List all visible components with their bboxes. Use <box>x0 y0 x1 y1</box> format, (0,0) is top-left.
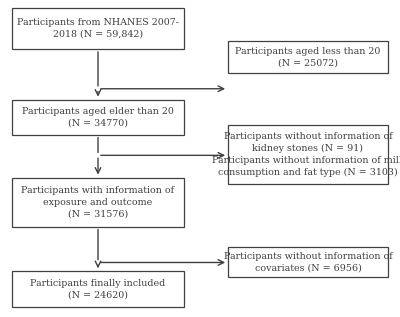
FancyBboxPatch shape <box>12 178 184 227</box>
FancyBboxPatch shape <box>12 271 184 307</box>
Text: Participants aged less than 20
(N = 25072): Participants aged less than 20 (N = 2507… <box>235 47 381 68</box>
Text: Participants aged elder than 20
(N = 34770): Participants aged elder than 20 (N = 347… <box>22 107 174 128</box>
FancyBboxPatch shape <box>228 41 388 73</box>
FancyBboxPatch shape <box>228 125 388 184</box>
Text: Participants finally included
(N = 24620): Participants finally included (N = 24620… <box>30 279 166 300</box>
FancyBboxPatch shape <box>12 8 184 49</box>
Text: Participants without information of
kidney stones (N = 91)
Participants without : Participants without information of kidn… <box>212 132 400 177</box>
FancyBboxPatch shape <box>228 247 388 277</box>
Text: Participants with information of
exposure and outcome
(N = 31576): Participants with information of exposur… <box>22 186 174 218</box>
Text: Participants without information of
covariates (N = 6956): Participants without information of cova… <box>224 252 392 273</box>
FancyBboxPatch shape <box>12 100 184 135</box>
Text: Participants from NHANES 2007-
2018 (N = 59,842): Participants from NHANES 2007- 2018 (N =… <box>17 18 179 39</box>
